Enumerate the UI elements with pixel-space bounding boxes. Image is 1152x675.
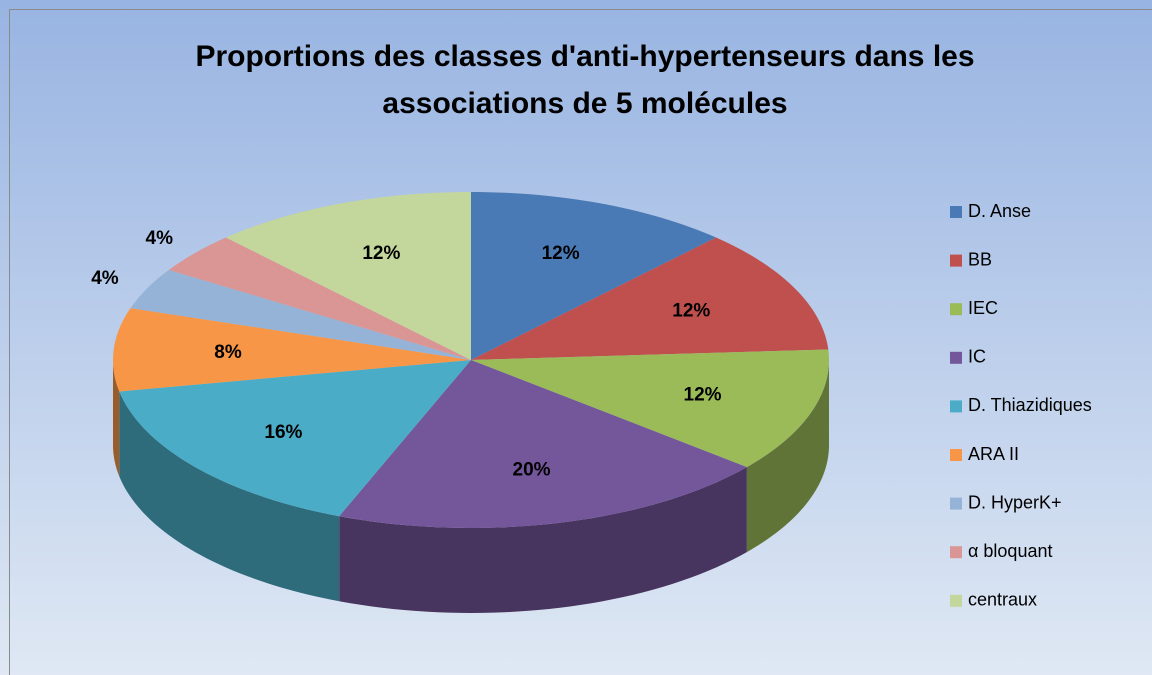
legend-label: IEC [968, 298, 998, 318]
legend-swatch [950, 594, 962, 607]
pie-slice [339, 360, 747, 528]
legend-swatch [950, 449, 962, 461]
data-label: 20% [513, 460, 551, 481]
legend-label: α bloquant [968, 541, 1052, 561]
data-label: 4% [146, 228, 174, 249]
legend-swatch [950, 206, 962, 218]
data-label: 12% [362, 243, 400, 264]
legend-swatch [950, 351, 962, 364]
pie-slice [168, 237, 472, 360]
legend-label: D. Thiazidiques [968, 395, 1092, 415]
legend-label: BB [968, 249, 992, 269]
pie-side [113, 360, 120, 477]
data-label: 4% [91, 268, 119, 289]
pie-side [119, 391, 340, 602]
chart-title: associations de 5 molécules [382, 87, 787, 120]
legend-label: IC [968, 347, 986, 367]
pie-slice [471, 192, 717, 360]
legend-label: D. HyperK+ [968, 492, 1062, 512]
pie-side [746, 360, 829, 553]
legend-swatch [950, 254, 962, 267]
data-label: 12% [542, 243, 580, 264]
data-label: 12% [672, 300, 710, 321]
pie-slice [471, 349, 829, 468]
data-label: 8% [214, 342, 242, 363]
legend-label: centraux [968, 590, 1037, 610]
data-label: 12% [684, 384, 722, 405]
pie-slice [471, 237, 829, 360]
pie-slice [119, 360, 472, 517]
legend-label: D. Anse [968, 201, 1031, 221]
pie-side [339, 467, 747, 613]
legend-label: ARA II [968, 444, 1019, 464]
pie-slice [113, 308, 472, 392]
pie-slice [225, 192, 471, 360]
frame [9, 9, 1152, 675]
chart-title: Proportions des classes d'anti-hypertens… [195, 40, 974, 73]
legend-swatch [950, 303, 962, 316]
legend-swatch [950, 400, 962, 413]
pie-slice [130, 269, 471, 360]
data-label: 16% [264, 422, 302, 443]
legend-swatch [950, 497, 962, 510]
legend-swatch [950, 546, 962, 559]
